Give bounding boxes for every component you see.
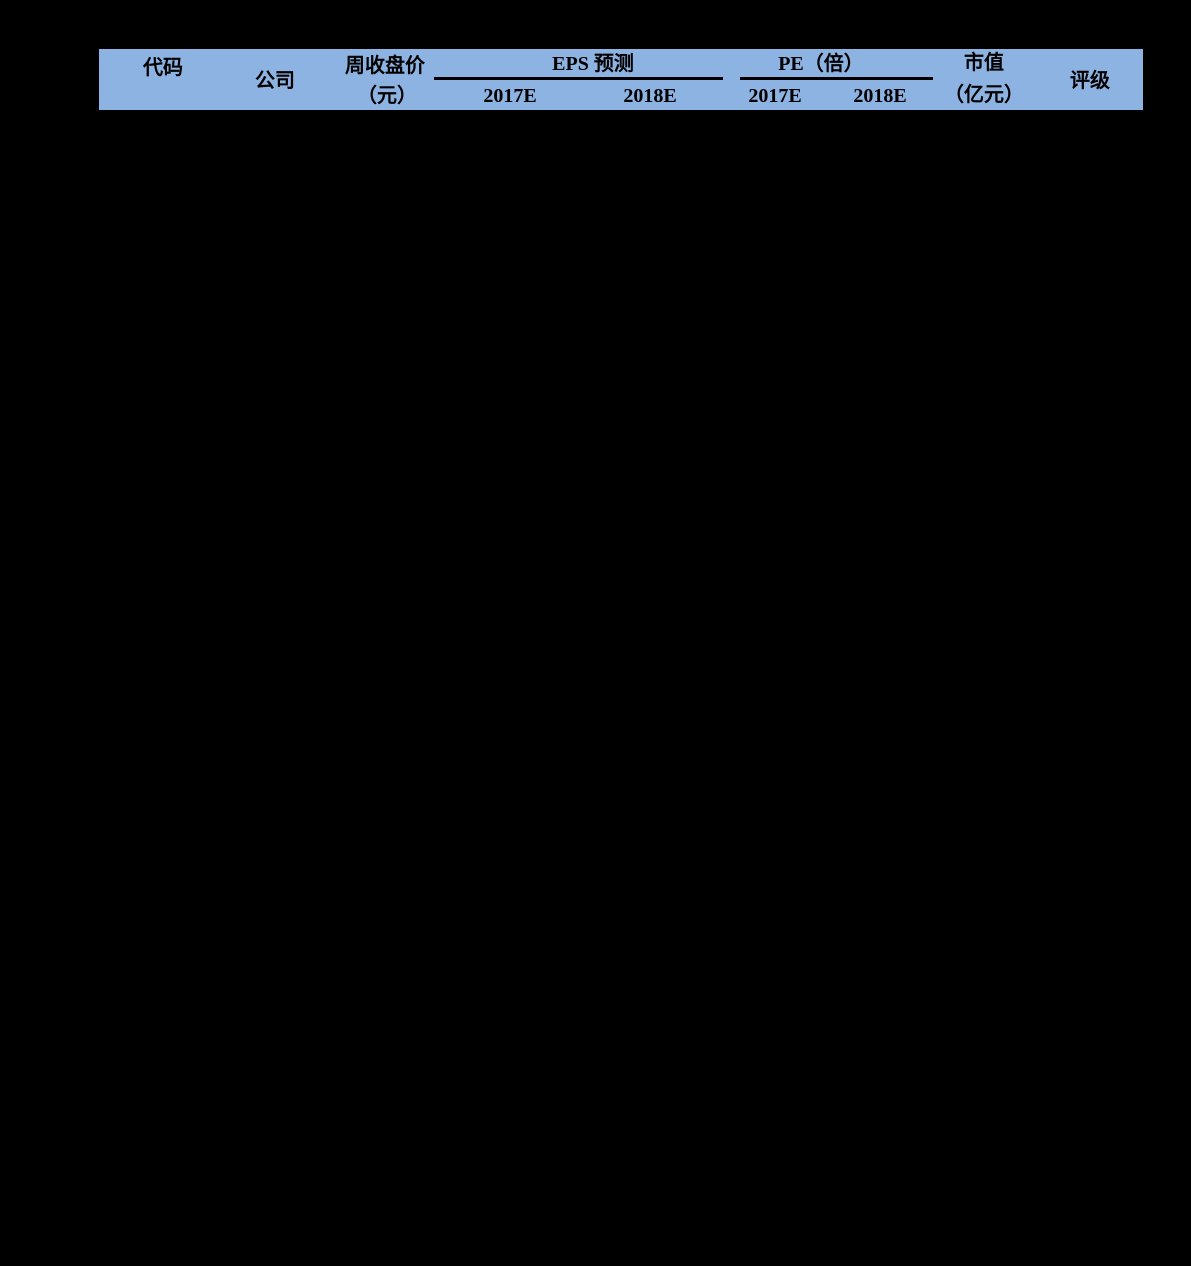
- column-header-weekly-close-price: 周收盘价: [345, 55, 425, 77]
- group-header-pe-ratio: PE（倍）: [778, 53, 864, 75]
- column-header-code: 代码: [143, 57, 183, 79]
- group-header-eps-forecast: EPS 预测: [552, 53, 634, 75]
- subcolumn-header-eps-2017e: 2017E: [483, 85, 537, 107]
- subcolumn-header-pe-2017e: 2017E: [748, 85, 802, 107]
- stock-table-header: 代码 公司 周收盘价 （元） EPS 预测 2017E 2018E PE（倍） …: [97, 46, 1145, 114]
- column-header-rating: 评级: [1070, 70, 1110, 92]
- eps-group-underline: [434, 77, 723, 80]
- pe-group-underline: [740, 77, 933, 80]
- column-header-market-cap-unit: （亿元）: [944, 84, 1024, 106]
- column-header-weekly-close-unit: （元）: [357, 85, 417, 107]
- column-header-company: 公司: [255, 70, 295, 92]
- subcolumn-header-pe-2018e: 2018E: [853, 85, 907, 107]
- column-header-market-cap: 市值: [964, 52, 1004, 74]
- subcolumn-header-eps-2018e: 2018E: [623, 85, 677, 107]
